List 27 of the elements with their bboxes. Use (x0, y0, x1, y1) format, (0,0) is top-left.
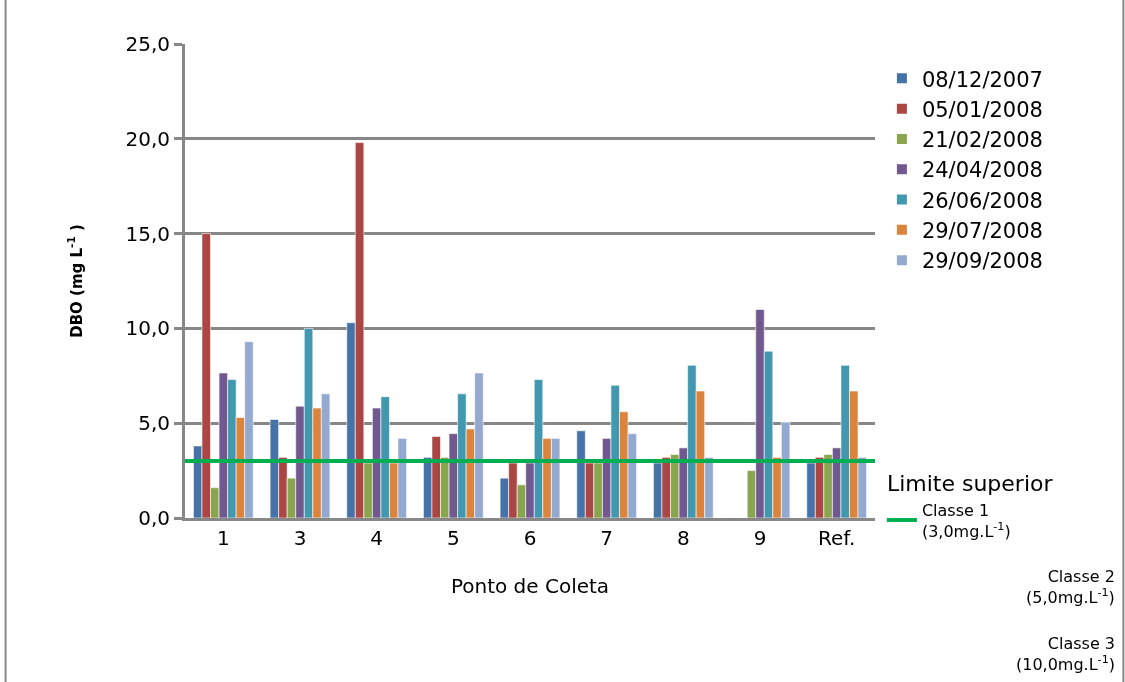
y-tick-label: 25,0 (125, 32, 170, 56)
legend-label: 29/09/2008 (921, 249, 1043, 274)
x-tick-label: 7 (600, 526, 614, 550)
x-tick-label: 3 (293, 526, 307, 550)
legend-label: 05/01/2008 (921, 97, 1043, 122)
text: Classe 2 (5,0mg.L$^{-1}$) (1026, 567, 1115, 607)
legend-label: 21/02/2008 (921, 128, 1043, 153)
x-tick-label: 4 (370, 526, 384, 550)
x-tick-label: 9 (753, 526, 767, 550)
y-tick-label: 5,0 (138, 411, 170, 436)
y-tick-label: 20,0 (125, 126, 170, 151)
legend-label: 29/07/2008 (921, 219, 1043, 244)
x-tick-label: 1 (216, 526, 230, 550)
y-tick-label: 15,0 (125, 221, 170, 246)
legend-label: Classe 1 (3,0mg.L$^{-1}$) (921, 500, 1011, 541)
text: Classe 3 (10,0mg.L$^{-1}$) (1016, 634, 1116, 674)
legend-label: 24/04/2008 (921, 158, 1043, 183)
y-tick-label: 0,0 (138, 506, 170, 530)
legend-label: 26/06/2008 (921, 188, 1043, 213)
x-tick-label: 6 (523, 526, 537, 550)
legend-label: 08/12/2007 (921, 67, 1043, 92)
x-tick-label: 5 (446, 526, 460, 550)
x-tick-label: 8 (676, 526, 690, 550)
text: Limite superior (886, 470, 1054, 496)
y-tick-label: 10,0 (125, 316, 170, 341)
x-axis-title: Ponto de Coleta (450, 573, 610, 598)
x-tick-label: Ref. (818, 526, 856, 550)
